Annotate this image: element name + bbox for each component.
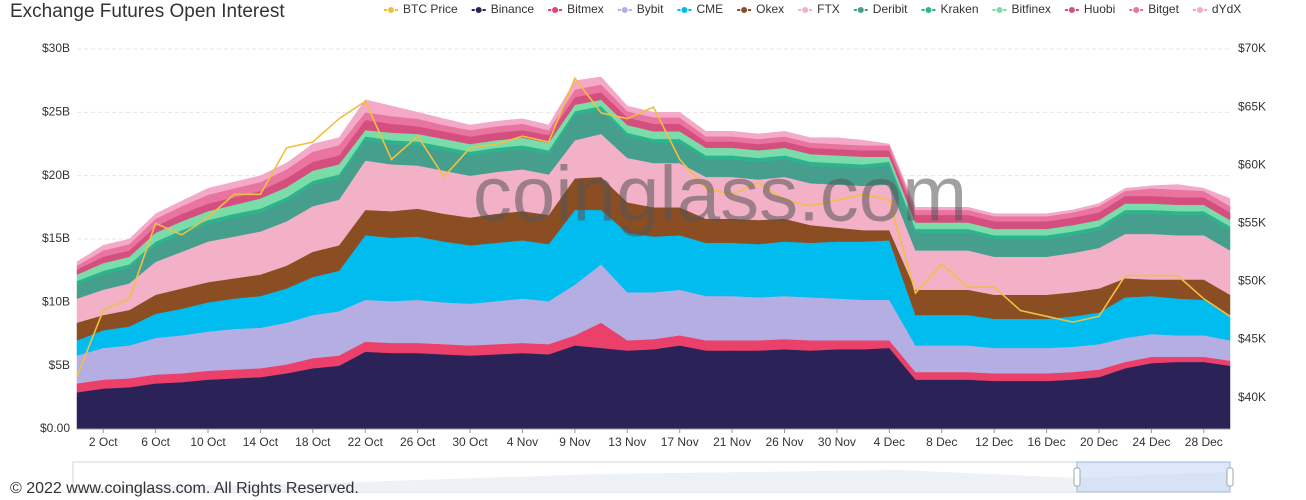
x-tick-label: 26 Nov <box>766 435 804 449</box>
legend-label: Bybit <box>637 2 664 16</box>
x-tick-label: 4 Dec <box>874 435 905 449</box>
legend: BTC Price Binance Bitmex Bybit CME Okex FTX Der… <box>384 2 1241 16</box>
legend-item[interactable]: Kraken <box>921 2 979 16</box>
zoom-selection[interactable] <box>1076 461 1231 493</box>
legend-marker <box>680 6 689 14</box>
x-tick-label: 30 Nov <box>818 435 856 449</box>
x-tick-label: 18 Oct <box>295 435 331 449</box>
legend-label: Huobi <box>1084 2 1115 16</box>
legend-label: Kraken <box>940 2 978 16</box>
x-tick-label: 9 Nov <box>559 435 590 449</box>
x-tick-label: 4 Nov <box>507 435 538 449</box>
x-tick-label: 16 Dec <box>1028 435 1066 449</box>
x-tick-label: 13 Nov <box>608 435 646 449</box>
x-tick-label: 28 Dec <box>1185 435 1223 449</box>
x-tick-label: 14 Oct <box>243 435 279 449</box>
legend-label: BTC Price <box>403 2 458 16</box>
legend-label: Deribit <box>873 2 908 16</box>
legend-marker <box>1067 6 1076 14</box>
x-tick-label: 20 Dec <box>1080 435 1118 449</box>
legend-label: Binance <box>491 2 535 16</box>
legend-label: Okex <box>756 2 784 16</box>
areas <box>76 76 1231 430</box>
legend-item[interactable]: Bitget <box>1129 2 1180 16</box>
x-tick-label: 2 Oct <box>89 435 118 449</box>
legend-item[interactable]: Bitmex <box>548 2 604 16</box>
legend-item[interactable]: BTC Price <box>384 2 458 16</box>
legend-marker <box>801 6 810 14</box>
x-tick-label: 24 Dec <box>1132 435 1170 449</box>
legend-item[interactable]: Binance <box>471 2 535 16</box>
legend-label: Bitmex <box>567 2 604 16</box>
slider-preview <box>73 470 1230 492</box>
lines <box>76 76 1231 377</box>
legend-label: dYdX <box>1212 2 1241 16</box>
footer: © 2022 www.coinglass.com. All Rights Res… <box>10 480 359 497</box>
y2-tick-label: $65K <box>1238 99 1266 113</box>
y-tick-label: $15B <box>42 231 70 245</box>
y-tick-label: $10B <box>42 295 70 309</box>
y2-tick-label: $45K <box>1238 332 1266 346</box>
y2-tick-label: $50K <box>1238 274 1266 288</box>
y2-tick-label: $40K <box>1238 390 1266 404</box>
legend-item[interactable]: FTX <box>798 2 840 16</box>
y-tick-label: $0.00 <box>40 421 70 435</box>
legend-marker <box>387 6 395 14</box>
legend-marker <box>924 6 933 14</box>
legend-marker <box>1195 6 1204 14</box>
legend-item[interactable]: dYdX <box>1192 2 1241 16</box>
legend-marker <box>995 6 1004 14</box>
x-tick-label: 6 Oct <box>141 435 170 449</box>
y-tick-label: $20B <box>42 168 70 182</box>
legend-item[interactable]: Okex <box>737 2 784 16</box>
x-tick-label: 12 Dec <box>975 435 1013 449</box>
y2-tick-label: $55K <box>1238 215 1266 229</box>
legend-marker <box>620 6 629 14</box>
price-line <box>76 76 1231 377</box>
legend-item[interactable]: Bitfinex <box>992 2 1051 16</box>
legend-item[interactable]: Huobi <box>1064 2 1115 16</box>
watermark: coinglass.com <box>473 150 967 238</box>
legend-item[interactable]: CME <box>677 2 723 16</box>
legend-marker <box>1132 6 1141 14</box>
x-tick-label: 8 Dec <box>926 435 957 449</box>
legend-marker <box>740 6 749 14</box>
y-tick-label: $30B <box>42 41 70 55</box>
x-tick-label: 22 Oct <box>348 435 384 449</box>
y2-tick-label: $70K <box>1238 41 1266 55</box>
y-tick-label: $5B <box>49 358 70 372</box>
legend-label: CME <box>696 2 723 16</box>
chart-title: Exchange Futures Open Interest <box>10 1 285 22</box>
y2-tick-label: $60K <box>1238 157 1266 171</box>
area <box>76 76 1231 267</box>
legend-marker <box>856 6 865 14</box>
legend-label: FTX <box>817 2 840 16</box>
legend-label: Bitget <box>1148 2 1179 16</box>
x-tick-label: 21 Nov <box>713 435 751 449</box>
x-tick-label: 17 Nov <box>661 435 699 449</box>
legend-item[interactable]: Bybit <box>617 2 664 16</box>
legend-marker <box>551 6 560 14</box>
x-tick-label: 26 Oct <box>400 435 436 449</box>
legend-item[interactable]: Deribit <box>853 2 908 16</box>
zoom-handle[interactable] <box>1073 467 1081 487</box>
x-tick-label: 30 Oct <box>452 435 488 449</box>
y-tick-label: $25B <box>42 105 70 119</box>
legend-marker <box>474 6 483 14</box>
x-tick-label: 10 Oct <box>190 435 226 449</box>
legend-label: Bitfinex <box>1012 2 1051 16</box>
axes: $0.00 $5B $10B $15B $20B $25B $30B $40K $45K $50K… <box>40 41 1266 449</box>
zoom-handle[interactable] <box>1226 467 1234 487</box>
